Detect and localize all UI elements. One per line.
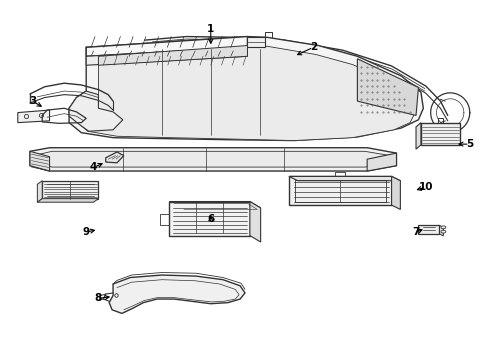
Polygon shape xyxy=(42,181,98,199)
Polygon shape xyxy=(37,181,42,202)
Polygon shape xyxy=(169,202,261,208)
Polygon shape xyxy=(69,37,423,140)
Polygon shape xyxy=(40,151,391,167)
Text: 3: 3 xyxy=(29,96,36,106)
Polygon shape xyxy=(106,152,124,163)
Ellipse shape xyxy=(441,226,446,229)
Text: 9: 9 xyxy=(83,227,90,237)
Polygon shape xyxy=(392,176,400,210)
Text: 7: 7 xyxy=(412,227,420,237)
Polygon shape xyxy=(109,275,245,314)
Polygon shape xyxy=(69,91,123,131)
Text: 6: 6 xyxy=(207,215,215,224)
Polygon shape xyxy=(289,176,392,205)
Polygon shape xyxy=(30,151,49,171)
Polygon shape xyxy=(418,225,440,234)
Polygon shape xyxy=(289,176,400,181)
Polygon shape xyxy=(421,123,460,145)
Text: 2: 2 xyxy=(310,42,317,52)
Polygon shape xyxy=(250,202,261,242)
Polygon shape xyxy=(18,110,49,123)
Polygon shape xyxy=(247,37,265,47)
Polygon shape xyxy=(367,153,396,171)
Polygon shape xyxy=(416,123,421,149)
Text: 8: 8 xyxy=(95,293,102,303)
Polygon shape xyxy=(86,37,247,56)
Polygon shape xyxy=(37,199,98,202)
Polygon shape xyxy=(30,148,396,171)
Text: 5: 5 xyxy=(466,139,473,149)
Polygon shape xyxy=(86,47,247,65)
Polygon shape xyxy=(169,202,250,235)
Polygon shape xyxy=(357,59,418,116)
Polygon shape xyxy=(440,225,443,236)
Text: 10: 10 xyxy=(418,182,433,192)
Text: 1: 1 xyxy=(207,24,215,35)
Polygon shape xyxy=(78,45,415,140)
Ellipse shape xyxy=(441,230,446,233)
Polygon shape xyxy=(98,45,247,65)
Text: 4: 4 xyxy=(90,162,97,172)
